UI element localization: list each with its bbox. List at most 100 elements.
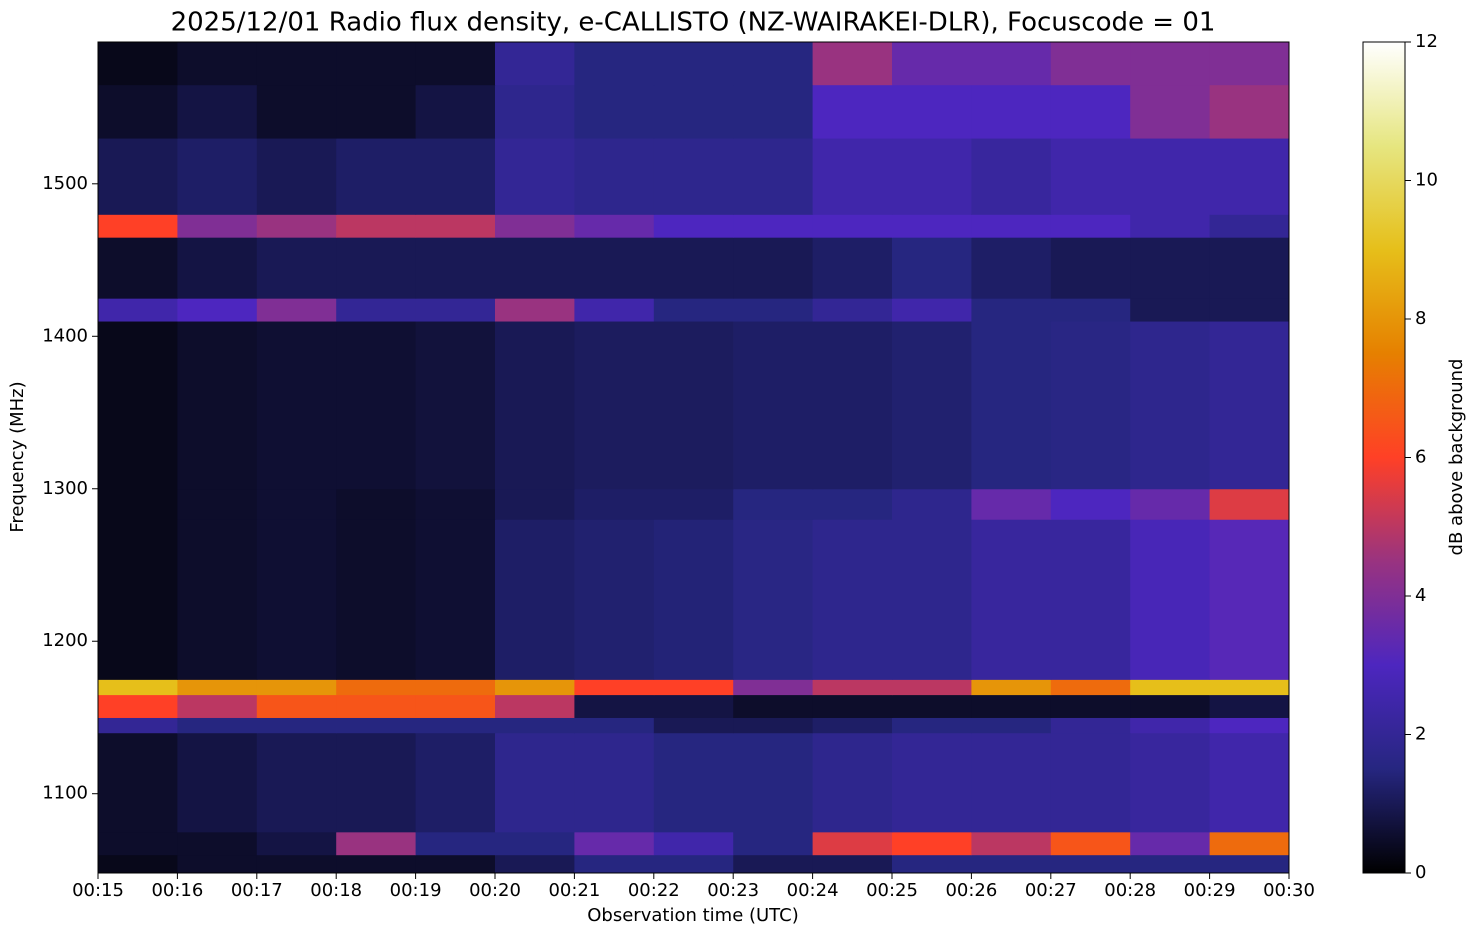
heatmap-cell — [256, 321, 337, 490]
x-tick-label: 00:29 — [1184, 880, 1236, 901]
heatmap-cell — [177, 84, 258, 139]
heatmap-cell — [733, 84, 814, 139]
heatmap-cell — [177, 488, 258, 520]
heatmap-cell — [892, 488, 972, 520]
heatmap-cell — [1050, 42, 1131, 86]
heatmap-cell — [415, 298, 496, 322]
heatmap-cell — [98, 298, 178, 322]
heatmap-cell — [733, 694, 814, 718]
y-tick-label: 1400 — [42, 325, 88, 346]
heatmap-cell — [1130, 831, 1211, 856]
heatmap-cell — [574, 831, 655, 856]
heatmap-cell — [98, 679, 178, 696]
heatmap-cell — [1209, 831, 1290, 856]
heatmap-cell — [812, 214, 893, 238]
heatmap-cell — [256, 519, 337, 680]
heatmap-cell — [971, 138, 1052, 215]
heatmap-cell — [256, 831, 337, 856]
heatmap-cell — [574, 84, 655, 139]
heatmap-cell — [256, 298, 337, 322]
heatmap-cell — [892, 717, 972, 734]
y-axis-label: Frequency (MHz) — [7, 381, 28, 532]
heatmap-cell — [256, 679, 337, 696]
heatmap-cell — [812, 717, 893, 734]
heatmap-cell — [1209, 488, 1290, 520]
heatmap-cell — [336, 679, 417, 696]
heatmap-cell — [1130, 321, 1211, 490]
heatmap-cell — [177, 694, 258, 718]
heatmap-cell — [1130, 237, 1211, 299]
heatmap-cell — [336, 831, 417, 856]
x-tick-label: 00:22 — [628, 880, 680, 901]
x-tick-label: 00:23 — [707, 880, 759, 901]
heatmap-cell — [812, 298, 893, 322]
heatmap-cell — [1050, 854, 1131, 874]
heatmap-cell — [653, 694, 734, 718]
heatmap-cell — [98, 831, 178, 856]
heatmap-cell — [1050, 732, 1131, 833]
heatmap-cell — [892, 42, 972, 86]
heatmap-cell — [892, 519, 972, 680]
heatmap-cell — [177, 519, 258, 680]
heatmap-cell — [98, 854, 178, 874]
x-tick-label: 00:18 — [310, 880, 362, 901]
heatmap-cell — [733, 732, 814, 833]
heatmap-cell — [98, 717, 178, 734]
heatmap-cell — [256, 694, 337, 718]
heatmap-cell — [98, 214, 178, 238]
heatmap-cell — [1130, 42, 1211, 86]
heatmap-cell — [415, 831, 496, 856]
heatmap-cell — [256, 732, 337, 833]
heatmap-cell — [98, 321, 178, 490]
x-tick-label: 00:20 — [469, 880, 521, 901]
x-axis-label: Observation time (UTC) — [587, 905, 798, 926]
heatmap-cell — [1130, 679, 1211, 696]
heatmap-cell — [1050, 321, 1131, 490]
heatmap-cell — [574, 732, 655, 833]
x-tick-label: 00:30 — [1263, 880, 1315, 901]
heatmap-cell — [892, 694, 972, 718]
heatmap-cell — [653, 298, 734, 322]
heatmap-cell — [98, 84, 178, 139]
heatmap-cell — [336, 237, 417, 299]
heatmap-cell — [256, 717, 337, 734]
heatmap-cell — [574, 519, 655, 680]
heatmap-cell — [177, 138, 258, 215]
heatmap-cell — [495, 854, 575, 874]
heatmap-cell — [1209, 138, 1290, 215]
colorbar-tick-label: 2 — [1415, 724, 1426, 745]
heatmap-cell — [256, 488, 337, 520]
heatmap-cell — [1130, 854, 1211, 874]
heatmap-cell — [653, 214, 734, 238]
heatmap-cell — [812, 694, 893, 718]
heatmap-cell — [1209, 854, 1290, 874]
heatmap-cell — [256, 42, 337, 86]
heatmap-cell — [653, 854, 734, 874]
heatmap-cell — [1050, 298, 1131, 322]
colorbar-label: dB above background — [1446, 359, 1467, 556]
heatmap-cell — [415, 138, 496, 215]
heatmap-cell — [971, 831, 1052, 856]
heatmap-cell — [971, 694, 1052, 718]
heatmap-cell — [336, 732, 417, 833]
y-tick-label: 1200 — [42, 630, 88, 651]
heatmap-cell — [812, 84, 893, 139]
heatmap-cell — [812, 42, 893, 86]
heatmap-cell — [336, 488, 417, 520]
heatmap-cell — [574, 854, 655, 874]
colorbar-tick-label: 8 — [1415, 308, 1426, 329]
heatmap-cell — [812, 854, 893, 874]
heatmap-cell — [574, 488, 655, 520]
heatmap-cell — [1209, 42, 1290, 86]
heatmap-cell — [733, 831, 814, 856]
heatmap-cell — [892, 298, 972, 322]
heatmap-cell — [495, 831, 575, 856]
heatmap-cell — [574, 42, 655, 86]
heatmap-cell — [812, 732, 893, 833]
heatmap-cell — [971, 237, 1052, 299]
heatmap-cell — [495, 321, 575, 490]
heatmap-cell — [1130, 732, 1211, 833]
heatmap-cell — [1050, 717, 1131, 734]
y-tick-label: 1500 — [42, 173, 88, 194]
